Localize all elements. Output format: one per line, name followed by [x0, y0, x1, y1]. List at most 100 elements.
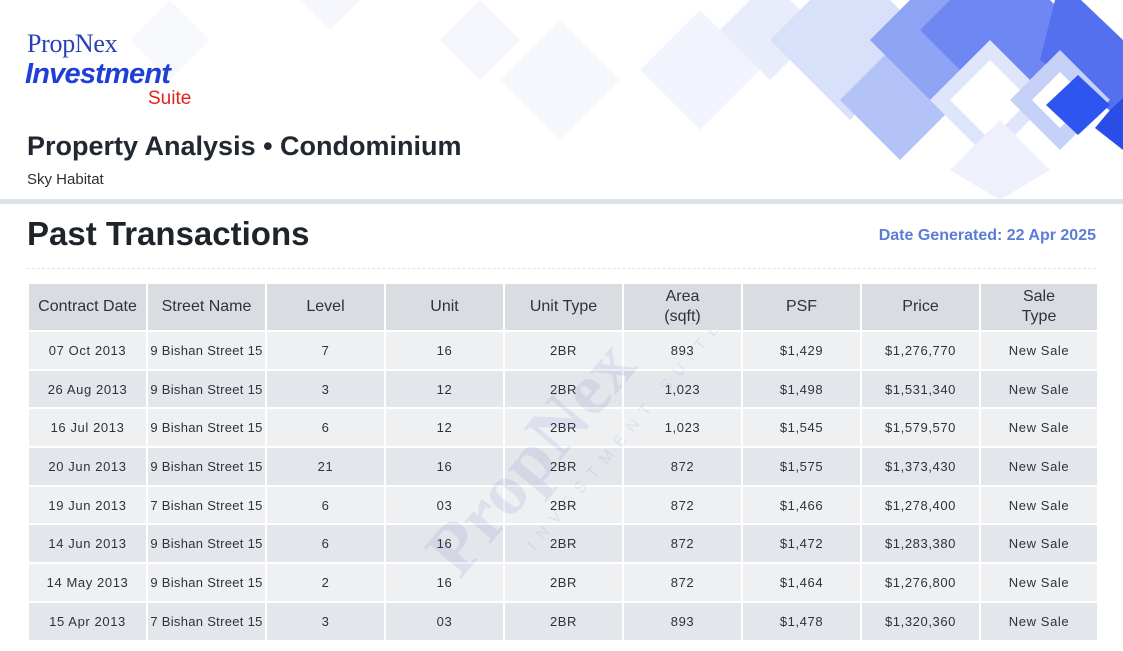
cell-sale-type: New Sale — [979, 407, 1099, 449]
page-title: Property Analysis • Condominium — [27, 131, 462, 161]
section-title: Past Transactions — [27, 215, 310, 252]
transactions-table-container: Contract Date Street Name Level Unit Unit Ty… — [27, 282, 1099, 642]
table-row: 16 Jul 2013 9 Bishan Street 15 6 12 2BR 1,023… — [27, 407, 1099, 449]
column-header-unit: Unit — [384, 282, 505, 332]
cell-street-name: 7 Bishan Street 15 — [146, 600, 267, 642]
table-row: 15 Apr 2013 7 Bishan Street 15 3 03 2BR 893 $1… — [27, 600, 1099, 642]
cell-sale-type: New Sale — [979, 446, 1099, 487]
cell-contract-date: 16 Jul 2013 — [27, 407, 148, 449]
cell-unit-type: 2BR — [503, 523, 624, 565]
column-header-price: Price — [860, 282, 981, 332]
table-header-row: Contract Date Street Name Level Unit Unit Ty… — [27, 282, 1099, 332]
cell-level: 21 — [265, 446, 386, 487]
cell-sale-type: New Sale — [979, 562, 1099, 603]
cell-unit: 03 — [384, 484, 505, 526]
cell-unit: 16 — [384, 523, 505, 565]
table-row: 19 Jun 2013 7 Bishan Street 15 6 03 2BR 872 $1… — [27, 484, 1099, 526]
cell-unit-type: 2BR — [503, 446, 624, 487]
cell-contract-date: 19 Jun 2013 — [27, 484, 148, 526]
propnex-investment-suite-logo: PropNex Investment Suite — [25, 29, 227, 113]
cell-street-name: 9 Bishan Street 15 — [146, 368, 267, 410]
cell-price: $1,579,570 — [860, 407, 981, 449]
table-body: 07 Oct 2013 9 Bishan Street 15 7 16 2BR 893 $1… — [27, 330, 1099, 642]
cell-area: 872 — [622, 562, 743, 603]
cell-price: $1,276,800 — [860, 562, 981, 603]
column-header-sale-type: Sale Type — [979, 282, 1099, 332]
cell-unit-type: 2BR — [503, 407, 624, 449]
cell-street-name: 7 Bishan Street 15 — [146, 484, 267, 526]
cell-unit-type: 2BR — [503, 600, 624, 642]
cell-psf: $1,478 — [741, 600, 862, 642]
cell-area: 893 — [622, 330, 743, 371]
header-divider — [0, 199, 1123, 204]
cell-area: 872 — [622, 523, 743, 565]
property-name: Sky Habitat — [27, 171, 104, 188]
cell-price: $1,373,430 — [860, 446, 981, 487]
cell-level: 6 — [265, 407, 386, 449]
cell-sale-type: New Sale — [979, 523, 1099, 565]
cell-level: 6 — [265, 484, 386, 526]
logo-suffix-text: Suite — [148, 88, 192, 109]
table-row: 14 May 2013 9 Bishan Street 15 2 16 2BR 872 $1… — [27, 562, 1099, 603]
cell-price: $1,276,770 — [860, 330, 981, 371]
column-header-unit-type: Unit Type — [503, 282, 624, 332]
cell-psf: $1,464 — [741, 562, 862, 603]
transactions-table: Contract Date Street Name Level Unit Unit Ty… — [27, 282, 1099, 642]
date-generated: Date Generated: 22 Apr 2025 — [878, 227, 1096, 244]
cell-psf: $1,429 — [741, 330, 862, 371]
section-divider — [27, 268, 1096, 269]
cell-area: 872 — [622, 446, 743, 487]
cell-level: 3 — [265, 368, 386, 410]
cell-sale-type: New Sale — [979, 600, 1099, 642]
cell-unit-type: 2BR — [503, 368, 624, 410]
cell-price: $1,531,340 — [860, 368, 981, 410]
column-header-psf: PSF — [741, 282, 862, 332]
cell-psf: $1,472 — [741, 523, 862, 565]
cell-unit: 12 — [384, 368, 505, 410]
cell-unit-type: 2BR — [503, 562, 624, 603]
cell-street-name: 9 Bishan Street 15 — [146, 446, 267, 487]
cell-area: 1,023 — [622, 368, 743, 410]
cell-unit-type: 2BR — [503, 484, 624, 526]
cell-price: $1,320,360 — [860, 600, 981, 642]
cell-sale-type: New Sale — [979, 484, 1099, 526]
cell-level: 6 — [265, 523, 386, 565]
cell-contract-date: 15 Apr 2013 — [27, 600, 148, 642]
cell-street-name: 9 Bishan Street 15 — [146, 523, 267, 565]
cell-price: $1,283,380 — [860, 523, 981, 565]
cell-unit: 16 — [384, 330, 505, 371]
table-row: 26 Aug 2013 9 Bishan Street 15 3 12 2BR 1,023… — [27, 368, 1099, 410]
column-header-area: Area (sqft) — [622, 282, 743, 332]
cell-psf: $1,545 — [741, 407, 862, 449]
cell-level: 3 — [265, 600, 386, 642]
cell-street-name: 9 Bishan Street 15 — [146, 407, 267, 449]
cell-psf: $1,498 — [741, 368, 862, 410]
cell-level: 7 — [265, 330, 386, 371]
logo-product-text: Investment — [25, 58, 171, 90]
cell-psf: $1,575 — [741, 446, 862, 487]
cell-contract-date: 20 Jun 2013 — [27, 446, 148, 487]
cell-area: 872 — [622, 484, 743, 526]
cell-area: 893 — [622, 600, 743, 642]
cell-price: $1,278,400 — [860, 484, 981, 526]
logo-brand-text: PropNex — [27, 29, 118, 58]
header-decoration — [0, 0, 1123, 200]
cell-unit: 16 — [384, 446, 505, 487]
cell-unit: 16 — [384, 562, 505, 603]
cell-unit: 03 — [384, 600, 505, 642]
cell-unit-type: 2BR — [503, 330, 624, 371]
column-header-street-name: Street Name — [146, 282, 267, 332]
cell-area: 1,023 — [622, 407, 743, 449]
column-header-level: Level — [265, 282, 386, 332]
cell-street-name: 9 Bishan Street 15 — [146, 562, 267, 603]
cell-psf: $1,466 — [741, 484, 862, 526]
cell-contract-date: 14 Jun 2013 — [27, 523, 148, 565]
cell-street-name: 9 Bishan Street 15 — [146, 330, 267, 371]
table-row: 14 Jun 2013 9 Bishan Street 15 6 16 2BR 872 $1… — [27, 523, 1099, 565]
cell-unit: 12 — [384, 407, 505, 449]
cell-contract-date: 14 May 2013 — [27, 562, 148, 603]
table-row: 20 Jun 2013 9 Bishan Street 15 21 16 2BR 872 $… — [27, 446, 1099, 487]
cell-sale-type: New Sale — [979, 330, 1099, 371]
table-row: 07 Oct 2013 9 Bishan Street 15 7 16 2BR 893 $1… — [27, 330, 1099, 371]
cell-contract-date: 26 Aug 2013 — [27, 368, 148, 410]
